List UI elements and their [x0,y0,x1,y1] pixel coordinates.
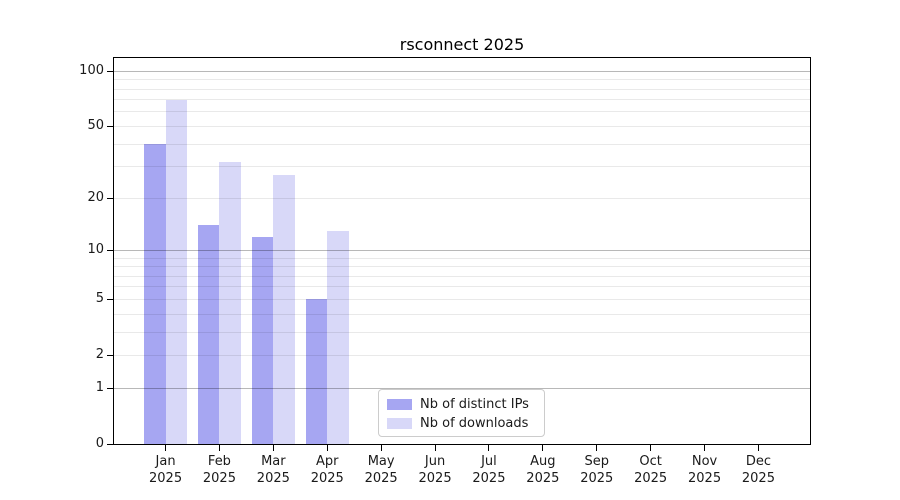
x-tick-dec [757,445,759,451]
plot-area [113,57,811,445]
legend-label-downloads: Nb of downloads [420,416,529,431]
x-tick-oct [650,445,652,451]
legend-row-distinct-ips: Nb of distinct IPs [387,395,536,414]
gridline-major-1 [114,387,810,389]
bar-distinct-ips-jan [143,144,166,444]
y-tick-label-0: 0 [95,436,104,451]
legend-label-distinct-ips: Nb of distinct IPs [420,397,529,412]
chart-title: rsconnect 2025 [399,35,525,54]
x-tick-jul [488,445,490,451]
y-tick-label-20: 20 [87,190,104,206]
x-tick-label-jun: Jun 2025 [418,454,452,486]
gridline-minor-6 [114,286,810,288]
gridline-minor-90 [114,79,810,81]
x-tick-label-jan: Jan 2025 [149,454,183,486]
x-tick-apr [326,445,328,451]
y-tick-0 [107,443,113,445]
y-tick-label-100: 100 [79,63,104,79]
y-tick-label-1: 1 [95,380,104,396]
x-tick-label-apr: Apr 2025 [310,454,344,486]
x-tick-label-jul: Jul 2025 [472,454,506,486]
y-tick-label-50: 50 [87,118,104,134]
gridline-minor-50 [114,125,810,127]
legend: Nb of distinct IPs Nb of downloads [378,389,545,437]
gridline-minor-5 [114,298,810,300]
x-tick-label-dec: Dec 2025 [741,454,775,486]
y-tick-20 [107,197,113,199]
y-tick-50 [107,125,113,127]
x-tick-label-sep: Sep 2025 [580,454,614,486]
x-tick-jun [434,445,436,451]
gridline-major-100 [114,70,810,72]
x-tick-label-oct: Oct 2025 [634,454,668,486]
gridline-minor-30 [114,166,810,168]
y-tick-5 [107,298,113,300]
x-tick-sep [596,445,598,451]
y-tick-label-5: 5 [95,291,104,307]
gridline-minor-80 [114,88,810,90]
legend-swatch-distinct-ips [387,399,412,410]
x-tick-label-may: May 2025 [364,454,398,486]
gridline-minor-2 [114,354,810,356]
x-tick-aug [542,445,544,451]
gridline-minor-9 [114,257,810,259]
legend-row-downloads: Nb of downloads [387,414,536,433]
bar-downloads-apr [327,230,349,444]
legend-swatch-downloads [387,418,412,429]
gridline-minor-8 [114,266,810,268]
y-tick-10 [107,249,113,251]
gridline-minor-3 [114,331,810,333]
x-tick-feb [218,445,220,451]
x-tick-label-feb: Feb 2025 [202,454,236,486]
gridline-minor-7 [114,275,810,277]
bar-distinct-ips-feb [197,225,220,444]
bar-distinct-ips-mar [251,236,274,444]
bar-downloads-jan [165,99,188,444]
bar-downloads-mar [273,174,295,444]
x-tick-label-aug: Aug 2025 [526,454,560,486]
y-tick-label-10: 10 [87,242,104,258]
bar-distinct-ips-apr [305,299,328,444]
gridline-minor-4 [114,313,810,315]
y-tick-1 [107,387,113,389]
x-tick-label-nov: Nov 2025 [688,454,722,486]
gridline-minor-20 [114,197,810,199]
x-tick-label-mar: Mar 2025 [256,454,290,486]
y-tick-2 [107,354,113,356]
bar-downloads-feb [219,161,242,444]
y-tick-100 [107,70,113,72]
x-tick-mar [272,445,274,451]
x-tick-may [380,445,382,451]
gridline-major-10 [114,249,810,251]
gridline-minor-70 [114,99,810,101]
gridline-minor-40 [114,143,810,145]
y-tick-label-2: 2 [95,347,104,363]
gridline-minor-60 [114,111,810,113]
x-tick-jan [165,445,167,451]
x-tick-nov [704,445,706,451]
